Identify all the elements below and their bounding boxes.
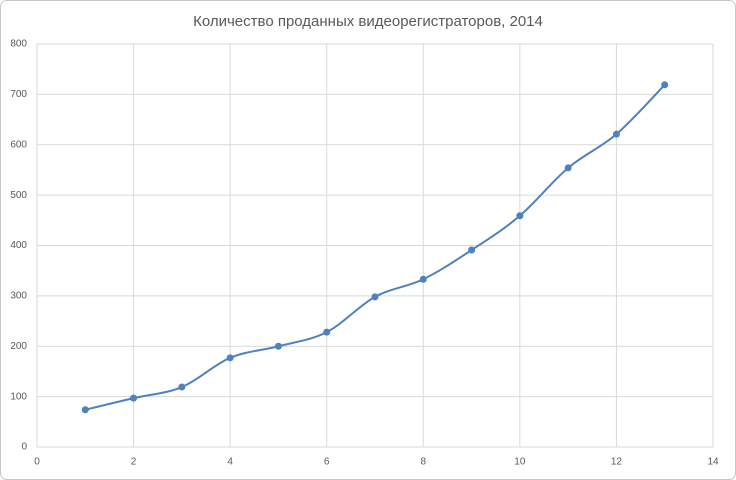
data-point (323, 328, 331, 336)
data-point (178, 383, 186, 391)
x-tick-label: 0 (34, 457, 40, 468)
x-tick-label: 12 (611, 457, 623, 468)
data-point (468, 246, 476, 254)
x-tick-label: 10 (514, 457, 526, 468)
x-tick-label: 2 (131, 457, 137, 468)
data-point (81, 406, 89, 414)
data-point (612, 130, 620, 138)
x-tick-label: 4 (227, 457, 233, 468)
data-point (226, 354, 234, 362)
y-tick-label: 100 (10, 391, 27, 402)
y-tick-label: 500 (10, 190, 27, 201)
y-tick-label: 700 (10, 89, 27, 100)
data-point (371, 293, 379, 301)
data-point (516, 212, 524, 220)
data-point (419, 275, 427, 283)
x-tick-label: 14 (707, 457, 719, 468)
x-tick-label: 6 (324, 457, 330, 468)
y-tick-label: 600 (10, 139, 27, 150)
chart-title: Количество проданных видеорегистраторов,… (193, 13, 543, 30)
data-point (661, 81, 669, 89)
data-point (130, 394, 138, 402)
data-point (274, 342, 282, 350)
y-tick-label: 400 (10, 240, 27, 251)
y-tick-label: 0 (21, 442, 27, 453)
x-tick-label: 8 (421, 457, 427, 468)
y-tick-label: 800 (10, 39, 27, 50)
y-tick-label: 300 (10, 291, 27, 302)
data-point (564, 164, 572, 172)
y-tick-label: 200 (10, 341, 27, 352)
